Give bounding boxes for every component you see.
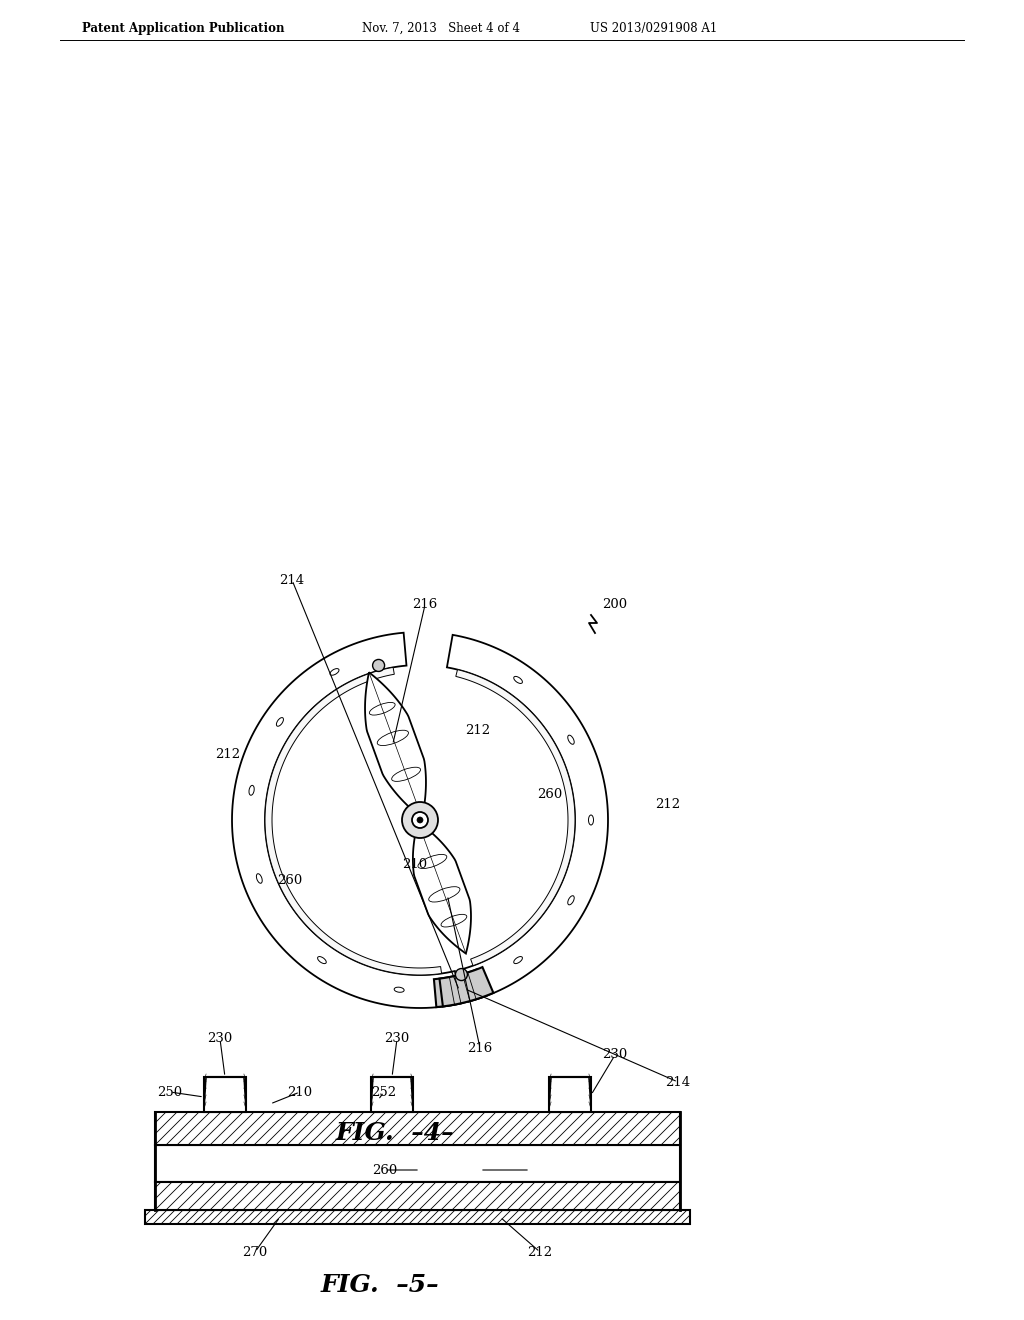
Circle shape [417, 817, 423, 822]
Text: 270: 270 [243, 1246, 267, 1258]
Text: 252: 252 [372, 1085, 396, 1098]
Polygon shape [456, 669, 575, 966]
Text: 230: 230 [208, 1032, 232, 1045]
Polygon shape [365, 672, 426, 818]
Bar [155, 1111, 680, 1144]
Text: 216: 216 [413, 598, 437, 611]
Polygon shape [446, 635, 608, 1002]
Text: 210: 210 [402, 858, 428, 871]
Bar [145, 1210, 690, 1224]
Text: 260: 260 [278, 874, 303, 887]
Text: 212: 212 [215, 748, 241, 762]
Bar [204, 1077, 246, 1111]
Text: 212: 212 [655, 799, 681, 812]
Bar [371, 1077, 413, 1111]
Text: 210: 210 [288, 1085, 312, 1098]
Text: 230: 230 [384, 1032, 410, 1045]
Text: 214: 214 [666, 1076, 690, 1089]
Text: FIG.  –5–: FIG. –5– [321, 1272, 439, 1298]
Bar [155, 1144, 680, 1181]
Text: Patent Application Publication: Patent Application Publication [82, 22, 285, 36]
Polygon shape [232, 632, 462, 1008]
Bar [549, 1077, 591, 1111]
Polygon shape [265, 668, 441, 975]
Circle shape [456, 969, 467, 981]
Bar [155, 1181, 680, 1210]
Polygon shape [413, 822, 471, 953]
Circle shape [402, 803, 438, 838]
Text: Nov. 7, 2013   Sheet 4 of 4: Nov. 7, 2013 Sheet 4 of 4 [362, 22, 520, 36]
Text: 216: 216 [467, 1041, 493, 1055]
Polygon shape [439, 968, 494, 1006]
Text: 260: 260 [373, 1163, 397, 1176]
Text: FIG.  –4–: FIG. –4– [336, 1121, 455, 1144]
Circle shape [412, 812, 428, 828]
Text: 212: 212 [527, 1246, 553, 1258]
Text: US 2013/0291908 A1: US 2013/0291908 A1 [590, 22, 717, 36]
Text: 260: 260 [538, 788, 562, 801]
Text: 212: 212 [466, 723, 490, 737]
Text: 230: 230 [602, 1048, 628, 1061]
Text: 214: 214 [280, 573, 304, 586]
Polygon shape [434, 969, 487, 1007]
Text: 200: 200 [602, 598, 628, 611]
Text: 250: 250 [158, 1085, 182, 1098]
Circle shape [373, 660, 385, 672]
